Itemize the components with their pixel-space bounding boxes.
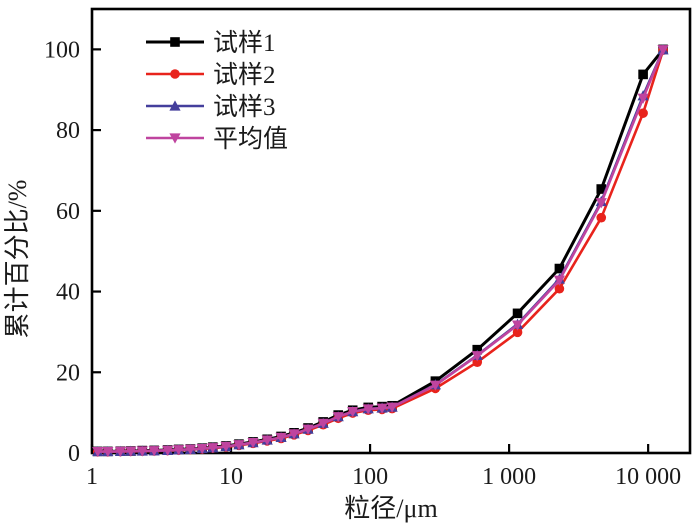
series-marker-0 — [472, 344, 483, 355]
series-marker-3 — [317, 418, 329, 429]
series-marker-3 — [553, 275, 566, 286]
series-marker-0 — [638, 69, 648, 80]
series-marker-3 — [207, 443, 219, 454]
x-axis-tick-label: 10 — [219, 464, 243, 490]
series-marker-3 — [657, 45, 669, 56]
series-marker-3 — [136, 446, 148, 457]
x-axis-tick-label: 1 — [86, 464, 98, 490]
legend-label-1: 试样2 — [213, 61, 276, 89]
series-marker-0 — [596, 184, 607, 194]
series-marker-3 — [247, 438, 259, 449]
series-marker-3 — [376, 403, 388, 414]
legend — [146, 40, 204, 140]
series-marker-3 — [637, 93, 649, 104]
y-axis-tick-label: 100 — [44, 37, 80, 63]
y-axis-tick-label: 20 — [56, 360, 80, 386]
series-marker-3 — [196, 443, 208, 455]
x-axis-title: 粒径/μm — [344, 494, 437, 523]
series-marker-1 — [596, 212, 607, 223]
x-axis-tick-label: 1 000 — [482, 464, 536, 490]
series-marker-1 — [638, 108, 648, 118]
y-axis-tick-label: 0 — [68, 441, 80, 467]
series-marker-3 — [173, 445, 185, 456]
series-marker-3 — [362, 404, 374, 415]
series-marker-3 — [386, 402, 398, 413]
series-marker-3 — [429, 380, 441, 391]
y-axis-tick-label: 80 — [56, 118, 80, 144]
y-axis-tick-label: 40 — [56, 280, 80, 306]
series-marker-3 — [92, 446, 104, 458]
legend-label-2: 试样3 — [213, 93, 276, 121]
series-marker-3 — [148, 446, 160, 457]
series-marker-3 — [102, 446, 114, 458]
series-marker-3 — [347, 407, 359, 418]
series-marker-3 — [302, 424, 314, 435]
x-axis-tick-label: 100 — [352, 464, 388, 490]
series-marker-0 — [512, 308, 523, 319]
series-marker-3 — [220, 441, 232, 453]
x-axis-tick-label: 10 000 — [615, 464, 681, 490]
series-marker-1 — [554, 283, 565, 294]
y-axis-title: 累计百分比/% — [3, 180, 32, 339]
legend-marker-3 — [169, 133, 181, 144]
series-marker-3 — [114, 446, 126, 457]
legend-label-3: 平均值 — [213, 125, 288, 153]
series-marker-3 — [184, 444, 196, 455]
y-axis-tick-label: 60 — [56, 199, 80, 225]
legend-label-0: 试样1 — [213, 29, 276, 57]
series-marker-1 — [512, 327, 523, 338]
series-marker-3 — [511, 320, 524, 331]
plot-frame — [90, 7, 692, 455]
series-marker-3 — [595, 198, 607, 209]
series-marker-3 — [233, 440, 245, 451]
series-marker-3 — [288, 429, 300, 440]
series-marker-0 — [554, 263, 565, 274]
series-marker-3 — [261, 435, 273, 446]
series-marker-3 — [332, 412, 344, 423]
series-marker-3 — [125, 446, 137, 457]
series-marker-3 — [471, 351, 483, 362]
series-marker-3 — [162, 445, 174, 456]
series-marker-3 — [275, 432, 287, 444]
